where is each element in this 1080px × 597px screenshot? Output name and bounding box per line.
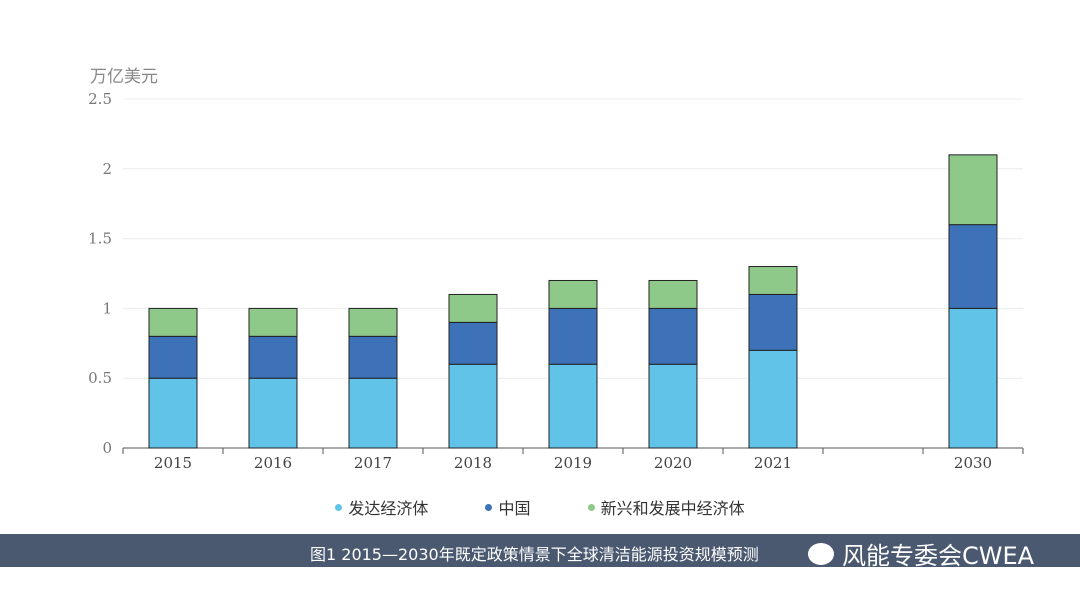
bar-segment bbox=[348, 307, 398, 337]
y-tick-label: 1.5 bbox=[88, 230, 112, 248]
x-tick-label: 2030 bbox=[954, 454, 992, 472]
x-tick-label: 2018 bbox=[454, 454, 492, 472]
stacked-bar-chart: 0 0.5 1 1.5 2 2.5 2015 2016 2017 2018 2019 2020 2021… bbox=[88, 90, 1024, 472]
legend-label: 新兴和发展中经济体 bbox=[600, 499, 745, 518]
bar-segment bbox=[148, 335, 198, 379]
bar-segment bbox=[948, 224, 998, 309]
legend-label: 中国 bbox=[498, 499, 531, 518]
y-tick-label: 1 bbox=[102, 299, 112, 317]
bar-segment bbox=[248, 307, 298, 337]
bar-segment bbox=[548, 279, 598, 309]
bar-segment bbox=[748, 266, 798, 295]
bar-segment bbox=[748, 293, 798, 351]
bar-segment bbox=[348, 335, 398, 379]
x-tick-label: 2019 bbox=[554, 454, 592, 472]
bar-segment bbox=[248, 377, 298, 449]
bar-segment bbox=[148, 377, 198, 449]
brand-watermark: 风能专委会CWEA bbox=[808, 536, 1034, 571]
legend-item: 发达经济体 bbox=[335, 495, 428, 519]
y-tick-label: 0.5 bbox=[88, 369, 112, 387]
brand-text: 风能专委会CWEA bbox=[842, 542, 1035, 570]
legend-dot bbox=[335, 503, 343, 511]
legend-label: 发达经济体 bbox=[348, 499, 429, 518]
legend: 发达经济体 中国 新兴和发展中经济体 bbox=[0, 495, 1080, 519]
bar-segment bbox=[648, 363, 698, 449]
x-tick-label: 2016 bbox=[254, 454, 292, 472]
y-tick-label: 0 bbox=[102, 439, 112, 457]
bar-segment bbox=[448, 321, 498, 365]
y-axis-label: 万亿美元 bbox=[90, 67, 158, 87]
bar-segment bbox=[348, 377, 398, 449]
bar-segment bbox=[148, 307, 198, 337]
bar-segment bbox=[548, 307, 598, 365]
bar-segment bbox=[448, 363, 498, 449]
legend-item: 新兴和发展中经济体 bbox=[587, 495, 745, 519]
bar-segment bbox=[248, 335, 298, 379]
bar-segment bbox=[448, 293, 498, 323]
caption-bar: 图1 2015—2030年既定政策情景下全球清洁能源投资规模预测 风能专委会CW… bbox=[0, 534, 1080, 570]
legend-dot bbox=[587, 503, 595, 511]
y-tick-label: 2.5 bbox=[88, 90, 112, 108]
bar-segment bbox=[648, 307, 698, 365]
bar-segment bbox=[748, 349, 798, 449]
wechat-icon bbox=[808, 542, 834, 565]
figure-caption: 图1 2015—2030年既定政策情景下全球清洁能源投资规模预测 bbox=[310, 545, 759, 564]
y-tick-label: 2 bbox=[102, 160, 112, 178]
x-tick-label: 2015 bbox=[154, 454, 192, 472]
x-tick-label: 2021 bbox=[754, 454, 792, 472]
x-tick-label: 2017 bbox=[354, 454, 392, 472]
bar-segment bbox=[548, 363, 598, 449]
x-tick-label: 2020 bbox=[654, 454, 692, 472]
bar-segment bbox=[948, 154, 998, 226]
legend-dot bbox=[485, 503, 493, 511]
bar-segment bbox=[648, 279, 698, 309]
legend-item: 中国 bbox=[485, 495, 531, 519]
bar-segment bbox=[948, 307, 998, 449]
